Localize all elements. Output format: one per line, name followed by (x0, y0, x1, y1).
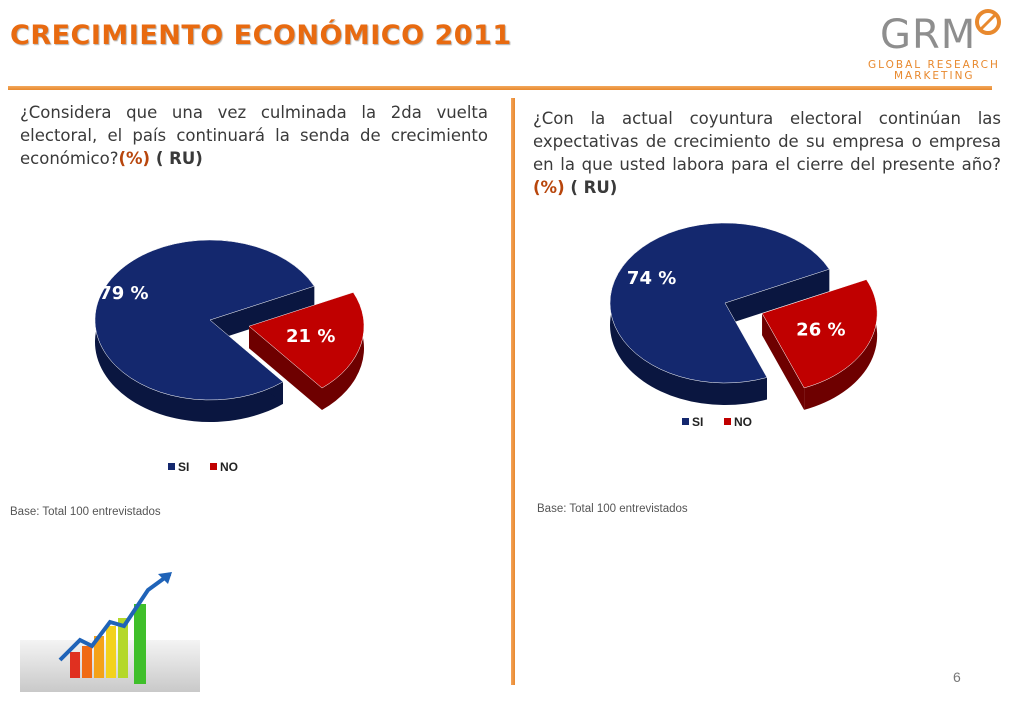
pie1-slice-no-face-b (249, 326, 322, 411)
pie2-slice-si-face-b (725, 269, 830, 325)
right-pct-tag: (%) (533, 178, 565, 197)
page-number: 6 (953, 669, 961, 685)
growth-illustration-icon (20, 570, 200, 692)
left-question: ¿Considera que una vez culminada la 2da … (20, 101, 488, 170)
pie1-slice-si (94, 239, 315, 401)
pie2-slice-no-face-b (762, 313, 805, 410)
left-pct-tag: (%) (118, 149, 151, 168)
right-question-text: ¿Con la actual coyuntura electoral conti… (533, 109, 1001, 174)
logo-main-text: GRM (880, 12, 977, 58)
pie2-label-no: 26 % (796, 320, 845, 341)
pie1-label-no: 21 % (286, 326, 335, 347)
pie1-slice-no (248, 292, 365, 389)
left-question-text: ¿Considera que una vez culminada la 2da … (20, 103, 488, 168)
pie1-legend-no: NO (220, 460, 238, 474)
header-rule (8, 86, 992, 90)
pie2-legend-si: SI (692, 415, 703, 429)
pie1-legend-swatch-si (168, 463, 175, 470)
pie1-slice-si-face-b (210, 286, 315, 342)
pie2-legend-swatch-si (682, 418, 689, 425)
pie2-slice-si (609, 222, 830, 384)
pie1-legend-swatch-no (210, 463, 217, 470)
logo-line1: GLOBAL RESEARCH (868, 59, 1000, 71)
pie2-legend-swatch-no (724, 418, 731, 425)
left-base-note: Base: Total 100 entrevistados (10, 506, 161, 518)
pie2-label-si: 74 % (627, 268, 676, 289)
logo-line2: MARKETING (894, 70, 975, 82)
page-title: CRECIMIENTO ECONÓMICO 2011 (10, 20, 512, 51)
right-base-note: Base: Total 100 entrevistados (537, 503, 688, 515)
pie2-slice-no (761, 279, 878, 389)
left-ru-tag: ( RU) (150, 149, 203, 168)
pie1-slice-no-side (321, 292, 365, 411)
right-question: ¿Con la actual coyuntura electoral conti… (533, 107, 1001, 199)
column-divider (511, 98, 515, 685)
pie1-legend-si: SI (178, 460, 189, 474)
pie1-label-si: 79 % (99, 283, 148, 304)
logo-swirl-icon (975, 9, 1001, 35)
pie2-slice-no-side (804, 279, 878, 410)
right-ru-tag: ( RU) (564, 178, 618, 197)
pie2-legend-no: NO (734, 415, 752, 429)
